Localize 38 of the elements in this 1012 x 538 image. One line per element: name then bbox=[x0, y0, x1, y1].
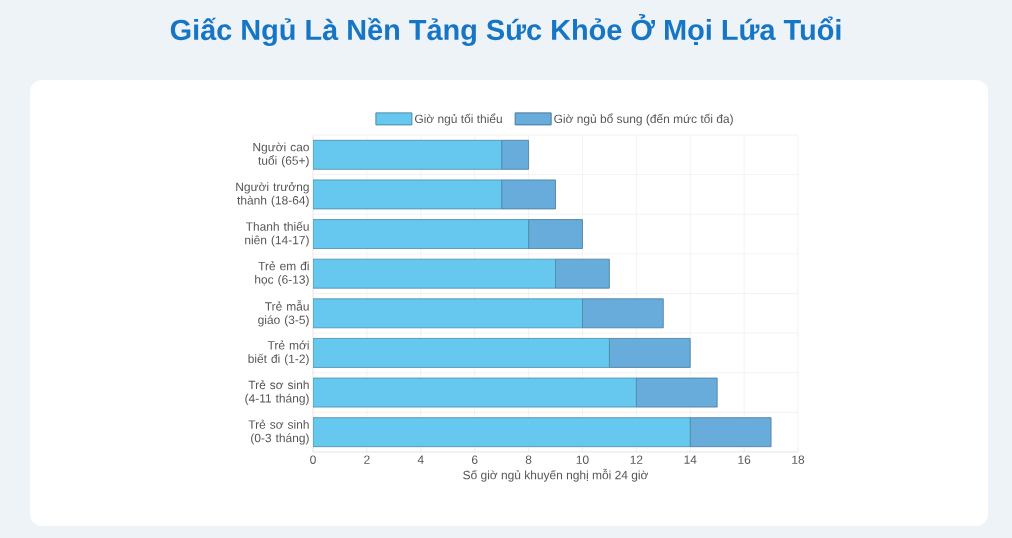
bar bbox=[313, 179, 503, 210]
bar bbox=[635, 377, 718, 408]
y-tick-label: Người trưởng thành (18-64) bbox=[236, 181, 309, 207]
x-tick-label: 0 bbox=[310, 455, 316, 464]
x-axis-title: Số giờ ngủ khuyến nghị mỗi 24 giờ bbox=[463, 468, 649, 482]
x-tick-label: 2 bbox=[364, 455, 370, 464]
y-tick-label: Trẻ mẫu giáo (3-5) bbox=[258, 300, 309, 327]
legend-label: Giờ ngủ tối thiểu bbox=[414, 113, 502, 126]
bar bbox=[501, 139, 529, 170]
x-tick-label: 18 bbox=[792, 455, 805, 464]
y-tick-label: Trẻ em đi học (6-13) bbox=[255, 261, 309, 287]
bar bbox=[528, 219, 583, 249]
bar bbox=[313, 377, 637, 408]
chart-title: Giấc Ngủ Là Nền Tảng Sức Khỏe Ở Mọi Lứa Tuổi bbox=[170, 13, 841, 46]
x-tick-label: 10 bbox=[576, 455, 589, 464]
y-tick-label: Thanh thiếu niên (14-17) bbox=[245, 221, 309, 247]
bar bbox=[582, 298, 664, 329]
y-tick-label: Trẻ sơ sinh (4-11 tháng) bbox=[245, 380, 309, 405]
bar bbox=[313, 258, 556, 289]
y-tick-label: Người cao tuổi (65+) bbox=[253, 142, 309, 168]
bar bbox=[555, 258, 610, 289]
bar bbox=[313, 338, 610, 368]
legend-label: Giờ ngủ bổ sung (đến mức tối đa) bbox=[554, 113, 733, 126]
bar bbox=[609, 338, 691, 368]
y-tick-label: Trẻ mới biết đi (1-2) bbox=[248, 340, 309, 366]
x-tick-label: 6 bbox=[471, 455, 478, 464]
bar bbox=[313, 219, 529, 249]
bar bbox=[501, 179, 556, 210]
bar bbox=[313, 298, 583, 329]
bar bbox=[313, 417, 691, 448]
y-tick-label: Trẻ sơ sinh (0-3 tháng) bbox=[248, 419, 309, 445]
bar bbox=[313, 139, 503, 170]
x-tick-label: 4 bbox=[417, 455, 424, 464]
x-tick-label: 12 bbox=[630, 455, 643, 464]
x-tick-label: 8 bbox=[525, 455, 532, 464]
x-tick-label: 16 bbox=[738, 455, 751, 464]
bar bbox=[689, 417, 772, 448]
x-tick-label: 14 bbox=[684, 455, 697, 464]
